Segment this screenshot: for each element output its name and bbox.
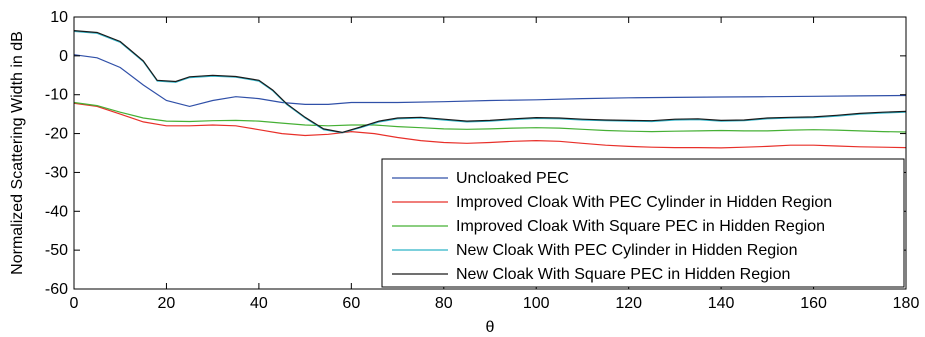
y-tick-label-1: 0 — [59, 48, 68, 65]
plot-frame — [73, 16, 907, 290]
x-tick-label-6: 120 — [615, 295, 642, 312]
legend-label-3: New Cloak With PEC Cylinder in Hidden Re… — [456, 242, 797, 259]
legend-box — [381, 158, 905, 288]
series-line-2 — [73, 101, 907, 133]
x-tick-label-3: 60 — [342, 295, 360, 312]
x-tick-label-9: 180 — [893, 295, 920, 312]
x-tick-label-2: 40 — [250, 295, 268, 312]
y-tick-label-2: -10 — [45, 87, 68, 104]
series-line-4 — [73, 30, 907, 134]
y-tick-label-0: 10 — [50, 9, 68, 26]
legend-label-2: Improved Cloak With Square PEC in Hidden… — [456, 218, 825, 235]
legend-label-1: Improved Cloak With PEC Cylinder in Hidd… — [456, 194, 832, 211]
x-tick-label-0: 0 — [70, 295, 79, 312]
x-tick-label-4: 80 — [435, 295, 453, 312]
series-line-0 — [73, 54, 907, 108]
x-tick-label-8: 160 — [800, 295, 827, 312]
tick-layer: 0 20 40 60 80 100 120 140 160 180100-10-20-30-40-… — [45, 9, 920, 312]
legend: Uncloaked PEC Improved Cloak With PEC Cyl… — [381, 158, 905, 288]
x-axis-label: θ — [486, 319, 495, 336]
x-tick-label-7: 140 — [708, 295, 735, 312]
series-line-1 — [73, 102, 907, 149]
legend-items: Uncloaked PEC Improved Cloak With PEC Cyl… — [392, 170, 832, 283]
x-tick-label-5: 100 — [523, 295, 550, 312]
x-tick-label-1: 20 — [158, 295, 176, 312]
series-line-3 — [73, 30, 907, 134]
y-tick-label-6: -50 — [45, 242, 68, 259]
legend-label-0: Uncloaked PEC — [456, 170, 569, 187]
y-tick-label-5: -40 — [45, 203, 68, 220]
y-tick-label-4: -30 — [45, 164, 68, 181]
y-axis-label: Normalized Scattering Width in dB — [9, 31, 26, 275]
legend-label-4: New Cloak With Square PEC in Hidden Regi… — [456, 266, 790, 283]
series-layer — [73, 30, 907, 149]
y-tick-label-7: -60 — [45, 281, 68, 298]
y-tick-label-3: -20 — [45, 126, 68, 143]
